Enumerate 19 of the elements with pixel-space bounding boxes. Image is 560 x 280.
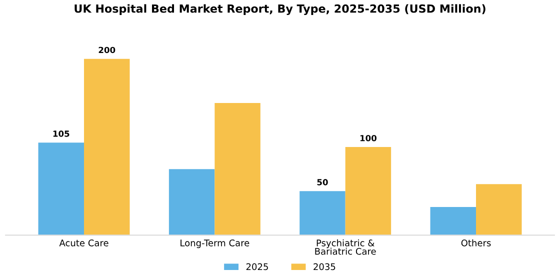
x-tick-label: Psychiatric & Bariatric Care xyxy=(315,239,376,255)
x-tick-label: Long-Term Care xyxy=(180,240,250,248)
bar xyxy=(214,102,260,236)
data-label: 200 xyxy=(98,46,116,54)
bar xyxy=(300,191,346,236)
legend-label: 2035 xyxy=(314,263,336,270)
legend-label: 2025 xyxy=(246,263,268,270)
bar xyxy=(345,147,392,236)
bar xyxy=(168,169,215,236)
bar xyxy=(84,58,130,236)
data-label: 100 xyxy=(360,134,376,142)
chart-title: UK Hospital Bed Market Report, By Type, 2025-2035 (USD Million) xyxy=(74,4,486,16)
bar xyxy=(38,142,84,236)
bar xyxy=(430,206,476,236)
x-tick-label: Others xyxy=(461,239,491,246)
data-label: 105 xyxy=(53,130,70,137)
data-label: 50 xyxy=(317,179,328,186)
x-tick-label: Acute Care xyxy=(59,240,108,246)
bar xyxy=(476,184,522,236)
